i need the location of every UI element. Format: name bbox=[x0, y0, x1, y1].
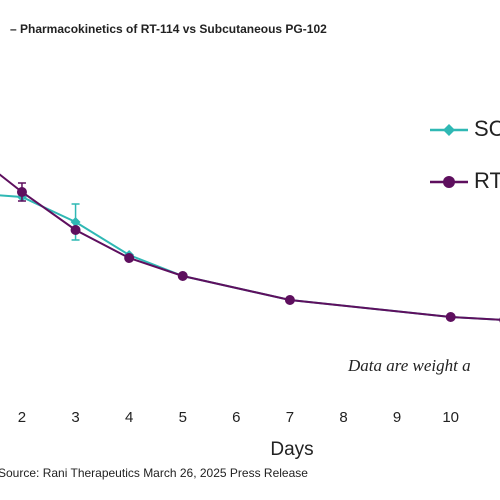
x-tick-label: 10 bbox=[442, 409, 459, 426]
chart-title: – Pharmacokinetics of RT-114 vs Subcutan… bbox=[10, 22, 327, 36]
data-point bbox=[124, 253, 135, 263]
legend-marker bbox=[443, 176, 455, 188]
x-tick-label: 6 bbox=[232, 409, 240, 426]
x-tick-label: 2 bbox=[18, 409, 26, 426]
annotation: Data are weight a bbox=[347, 356, 471, 375]
x-tick-label: 8 bbox=[339, 409, 347, 426]
x-tick-label: 4 bbox=[125, 409, 133, 426]
data-point bbox=[16, 187, 27, 197]
legend-marker bbox=[443, 124, 455, 136]
legend-label: SC bbox=[474, 116, 500, 141]
x-tick-label: 9 bbox=[393, 409, 401, 426]
data-point bbox=[445, 312, 456, 322]
data-point bbox=[70, 217, 81, 227]
legend-label: RT bbox=[474, 168, 500, 193]
x-tick-label: 3 bbox=[71, 409, 79, 426]
series-line bbox=[0, 173, 500, 321]
data-point bbox=[70, 225, 81, 235]
x-axis-label: Days bbox=[270, 439, 313, 460]
x-tick-label: 5 bbox=[179, 409, 187, 426]
plot-area bbox=[0, 173, 500, 323]
source-note: Source: Rani Therapeutics March 26, 2025… bbox=[0, 466, 308, 480]
data-point bbox=[177, 271, 188, 281]
data-point bbox=[284, 295, 295, 305]
x-tick-label: 7 bbox=[286, 409, 294, 426]
